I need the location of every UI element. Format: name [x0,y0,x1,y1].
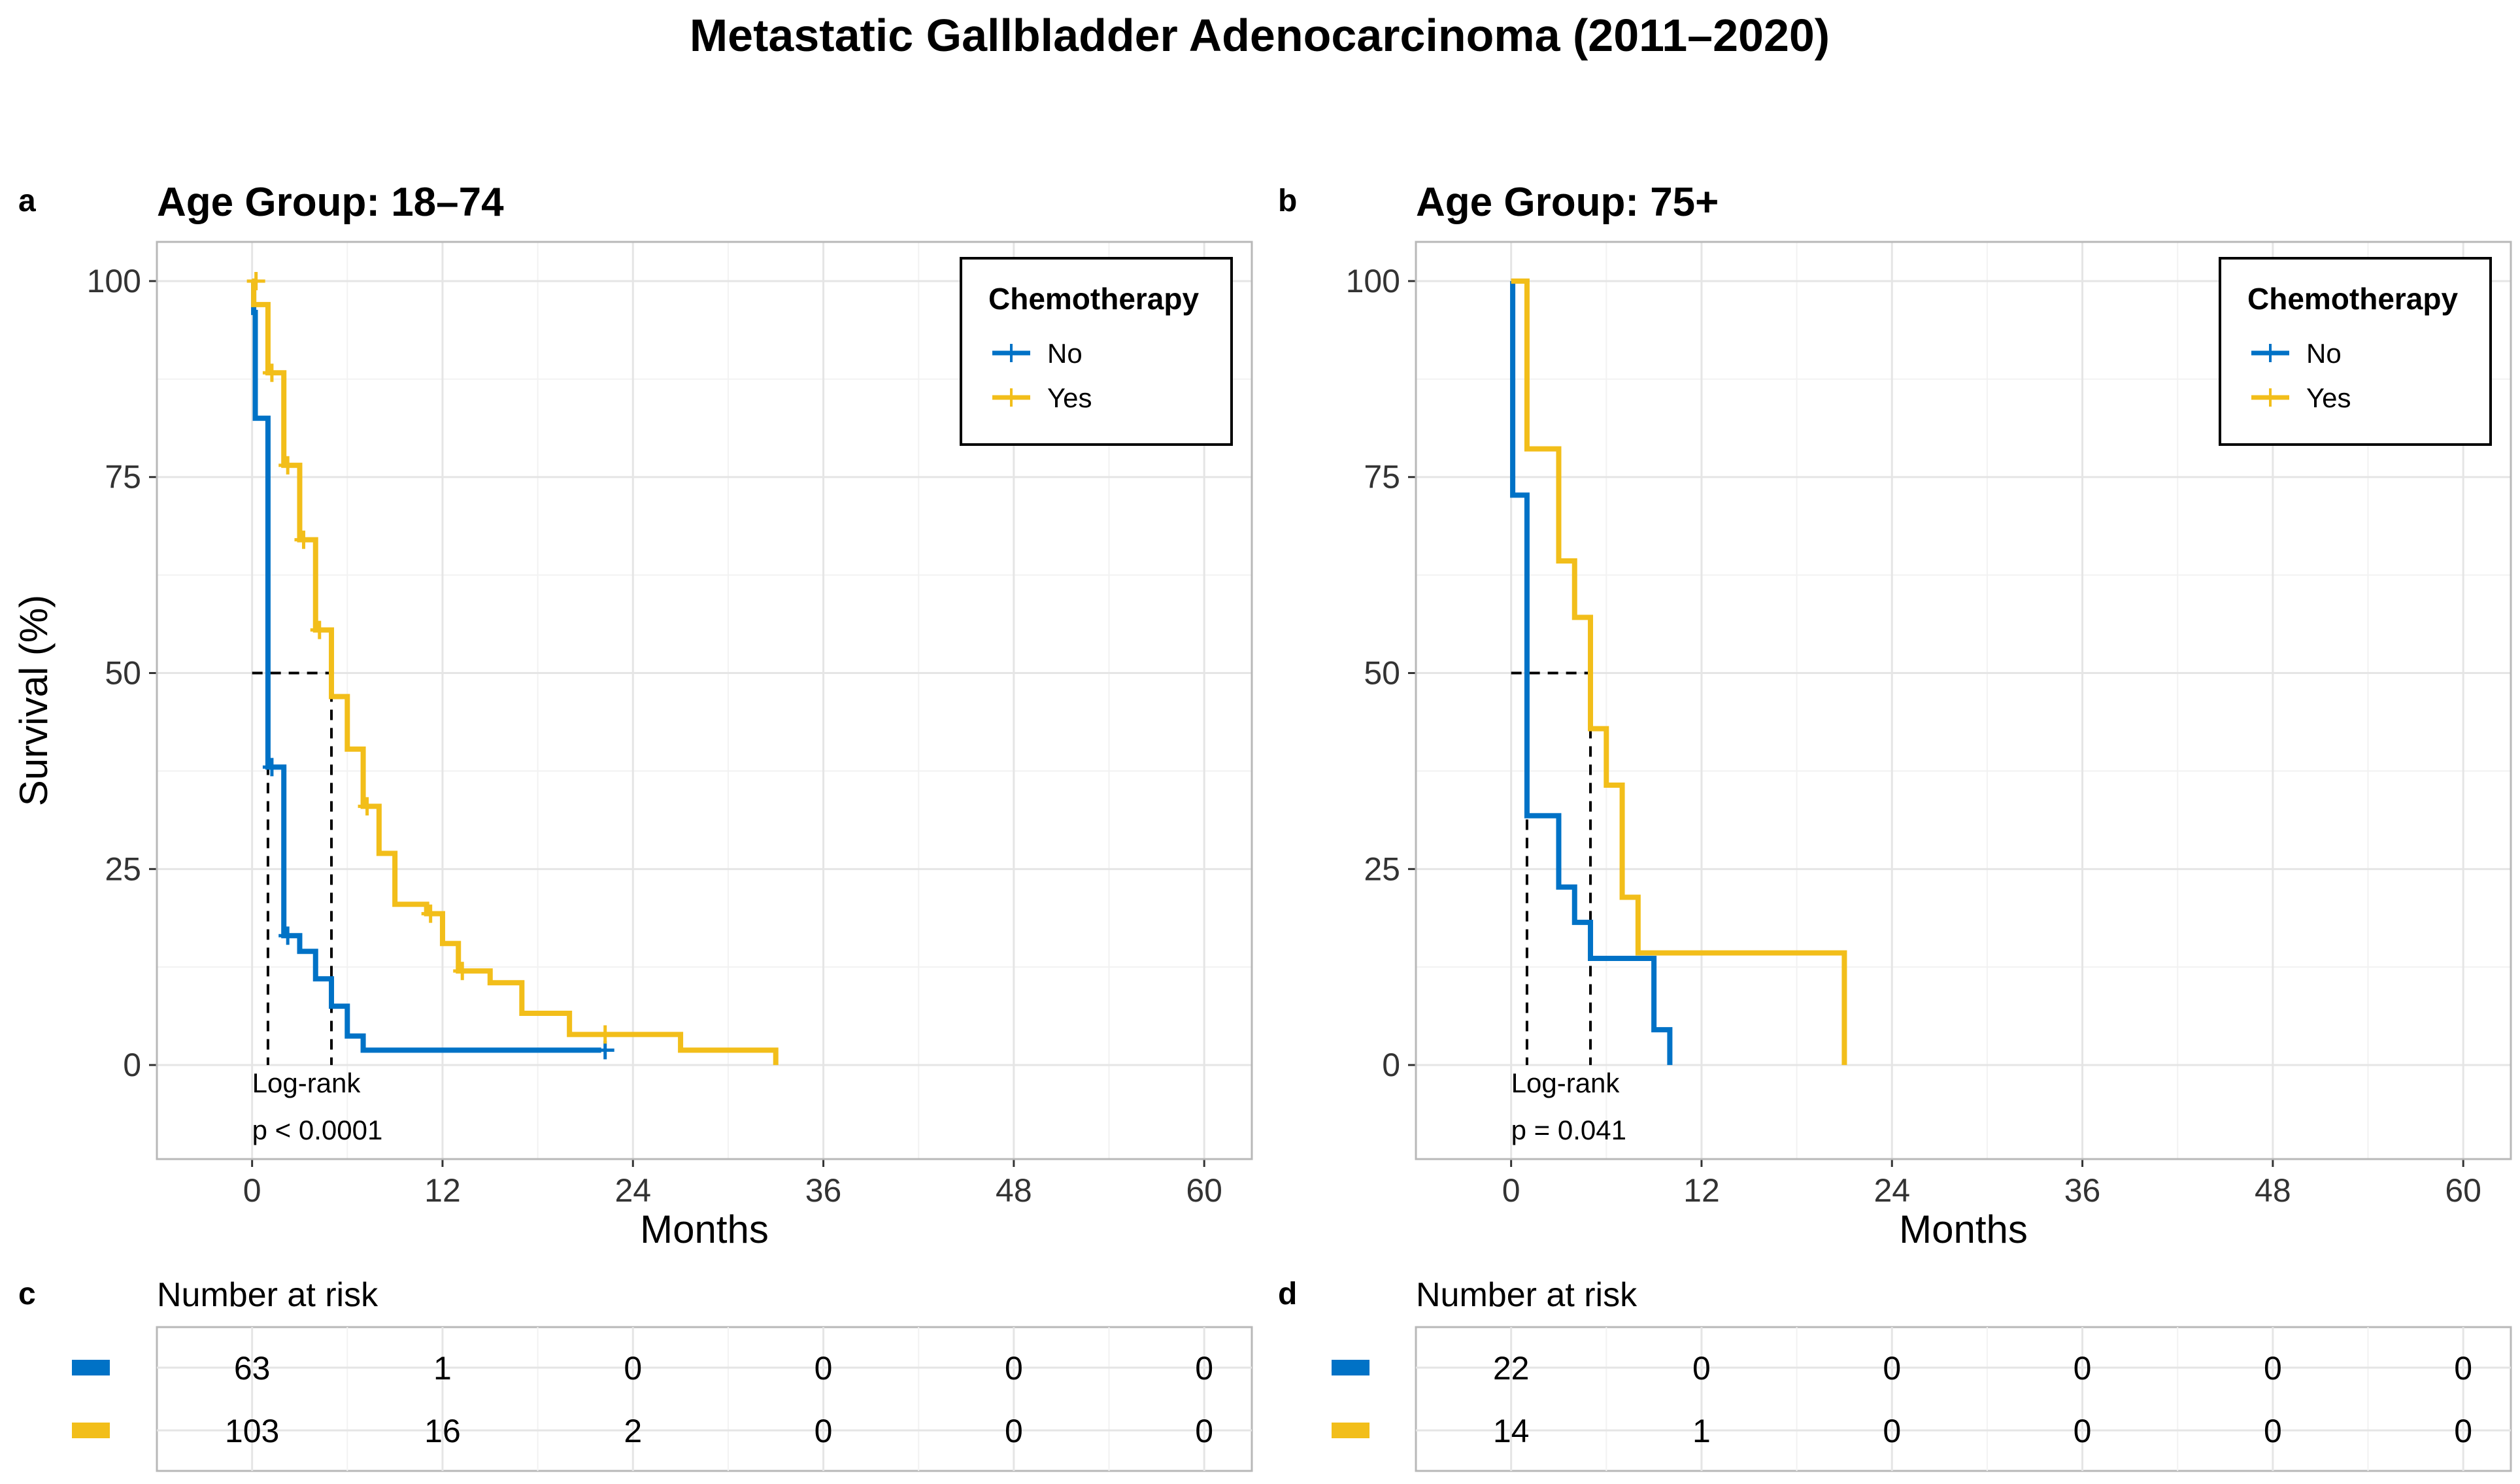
risk-count: 63 [234,1350,271,1387]
risk-count: 2 [624,1413,642,1449]
legend-entry-no: No [2306,338,2342,369]
risk-count: 0 [2264,1350,2282,1387]
panel-letter: d [1278,1277,1297,1311]
y-tick-label: 0 [123,1047,141,1083]
risk-count: 16 [424,1413,461,1449]
y-tick-label: 50 [105,655,141,692]
y-tick-label: 100 [1346,263,1400,299]
risk-count: 0 [2454,1350,2472,1387]
panel-letter: a [18,184,36,218]
legend-entry-yes: Yes [1047,382,1092,413]
km-panel-b: b Age Group: 75+ 0 12 24 36 48 60 0 25 50 75 100 Mont… [1278,180,2512,1251]
risk-count: 0 [2074,1413,2092,1449]
censor-mark-no [596,1041,614,1060]
risk-count: 0 [815,1413,833,1449]
legend-title: Chemotherapy [988,282,1199,316]
panel-title: Age Group: 18–74 [157,180,504,225]
legend-entry-yes: Yes [2306,382,2351,413]
risk-count: 103 [225,1413,279,1449]
censor-mark-yes [453,962,472,981]
legend-entry-no: No [1047,338,1083,369]
censor-mark-yes [596,1025,614,1044]
panel-letter: b [1278,184,1297,218]
risk-count: 0 [1195,1413,1213,1449]
x-tick-label: 36 [2064,1172,2101,1209]
censor-mark-yes [421,904,440,923]
risk-count: 1 [1692,1413,1711,1449]
panel-title: Age Group: 75+ [1416,180,1719,225]
x-tick-label: 36 [805,1172,842,1209]
risk-table-title: Number at risk [157,1276,378,1314]
censor-mark-yes [358,797,377,816]
risk-count: 1 [433,1350,452,1387]
logrank-label: Log-rank [1511,1068,1621,1098]
logrank-label: Log-rank [252,1068,361,1098]
x-tick-label: 48 [2255,1172,2291,1209]
figure-title: Metastatic Gallbladder Adenocarcinoma (2… [690,10,1830,61]
censor-mark-no [278,926,297,945]
legend: Chemotherapy No Yes [960,257,1233,446]
x-tick-label: 0 [1502,1172,1520,1209]
x-axis-label: Months [1899,1207,2028,1251]
legend: Chemotherapy No Yes [2219,257,2492,446]
km-curve-no [251,278,601,1053]
y-tick-label: 25 [105,851,141,887]
risk-row-swatch-no [72,1360,110,1375]
risk-count: 0 [1883,1350,1901,1387]
risk-row-swatch-yes [72,1423,110,1438]
x-tick-label: 24 [1873,1172,1910,1209]
km-curve-no [1510,278,1673,1066]
x-axis-label: Months [640,1207,769,1251]
x-tick-label: 24 [614,1172,651,1209]
risk-count: 0 [1195,1350,1213,1387]
panel-letter: c [18,1277,36,1311]
censor-mark-yes [262,363,281,382]
censor-mark-yes [294,530,313,549]
logrank-pvalue: p = 0.041 [1511,1115,1626,1145]
risk-table-frame [156,1326,1253,1472]
x-tick-label: 12 [1683,1172,1720,1209]
censor-mark-yes [278,456,297,475]
risk-count: 22 [1493,1350,1530,1387]
legend-title: Chemotherapy [2247,282,2458,316]
censor-mark-yes [246,271,265,290]
risk-count: 0 [2264,1413,2282,1449]
risk-count: 0 [2454,1413,2472,1449]
x-tick-label: 60 [2445,1172,2481,1209]
risk-row-swatch-yes [1332,1423,1369,1438]
y-tick-label: 75 [105,459,141,496]
y-tick-label: 0 [1382,1047,1400,1083]
risk-count: 0 [2074,1350,2092,1387]
plot-frame [1415,241,2512,1160]
x-tick-label: 0 [243,1172,261,1209]
risk-count: 0 [1692,1350,1711,1387]
y-axis-label: Survival (%) [12,595,56,806]
plot-frame [156,241,1253,1160]
risk-table-d: d Number at risk 22 0 0 0 0 0 14 1 0 0 0 0 [1278,1276,2512,1472]
censor-mark-yes [310,620,329,639]
y-tick-label: 75 [1364,459,1400,496]
risk-count: 14 [1493,1413,1530,1449]
risk-table-title: Number at risk [1416,1276,1638,1314]
risk-count: 0 [1005,1350,1023,1387]
x-tick-label: 12 [424,1172,461,1209]
km-curve-yes [1511,278,1847,1066]
x-tick-label: 60 [1186,1172,1222,1209]
risk-count: 0 [815,1350,833,1387]
x-tick-label: 48 [996,1172,1032,1209]
risk-row-swatch-no [1332,1360,1369,1375]
risk-table-frame [1415,1326,2512,1472]
y-tick-label: 25 [1364,851,1400,887]
logrank-pvalue: p < 0.0001 [252,1115,383,1145]
risk-count: 0 [1005,1413,1023,1449]
y-tick-label: 50 [1364,655,1400,692]
censor-mark-no [262,758,281,777]
km-panel-a: a Age Group: 18–74 0 12 24 36 48 60 0 25 50 75 100 Mo… [12,180,1253,1251]
risk-count: 0 [1883,1413,1901,1449]
risk-table-c: c Number at risk 63 1 0 0 0 0 103 16 2 0 0 0 [18,1276,1253,1472]
y-tick-label: 100 [87,263,141,299]
risk-count: 0 [624,1350,642,1387]
